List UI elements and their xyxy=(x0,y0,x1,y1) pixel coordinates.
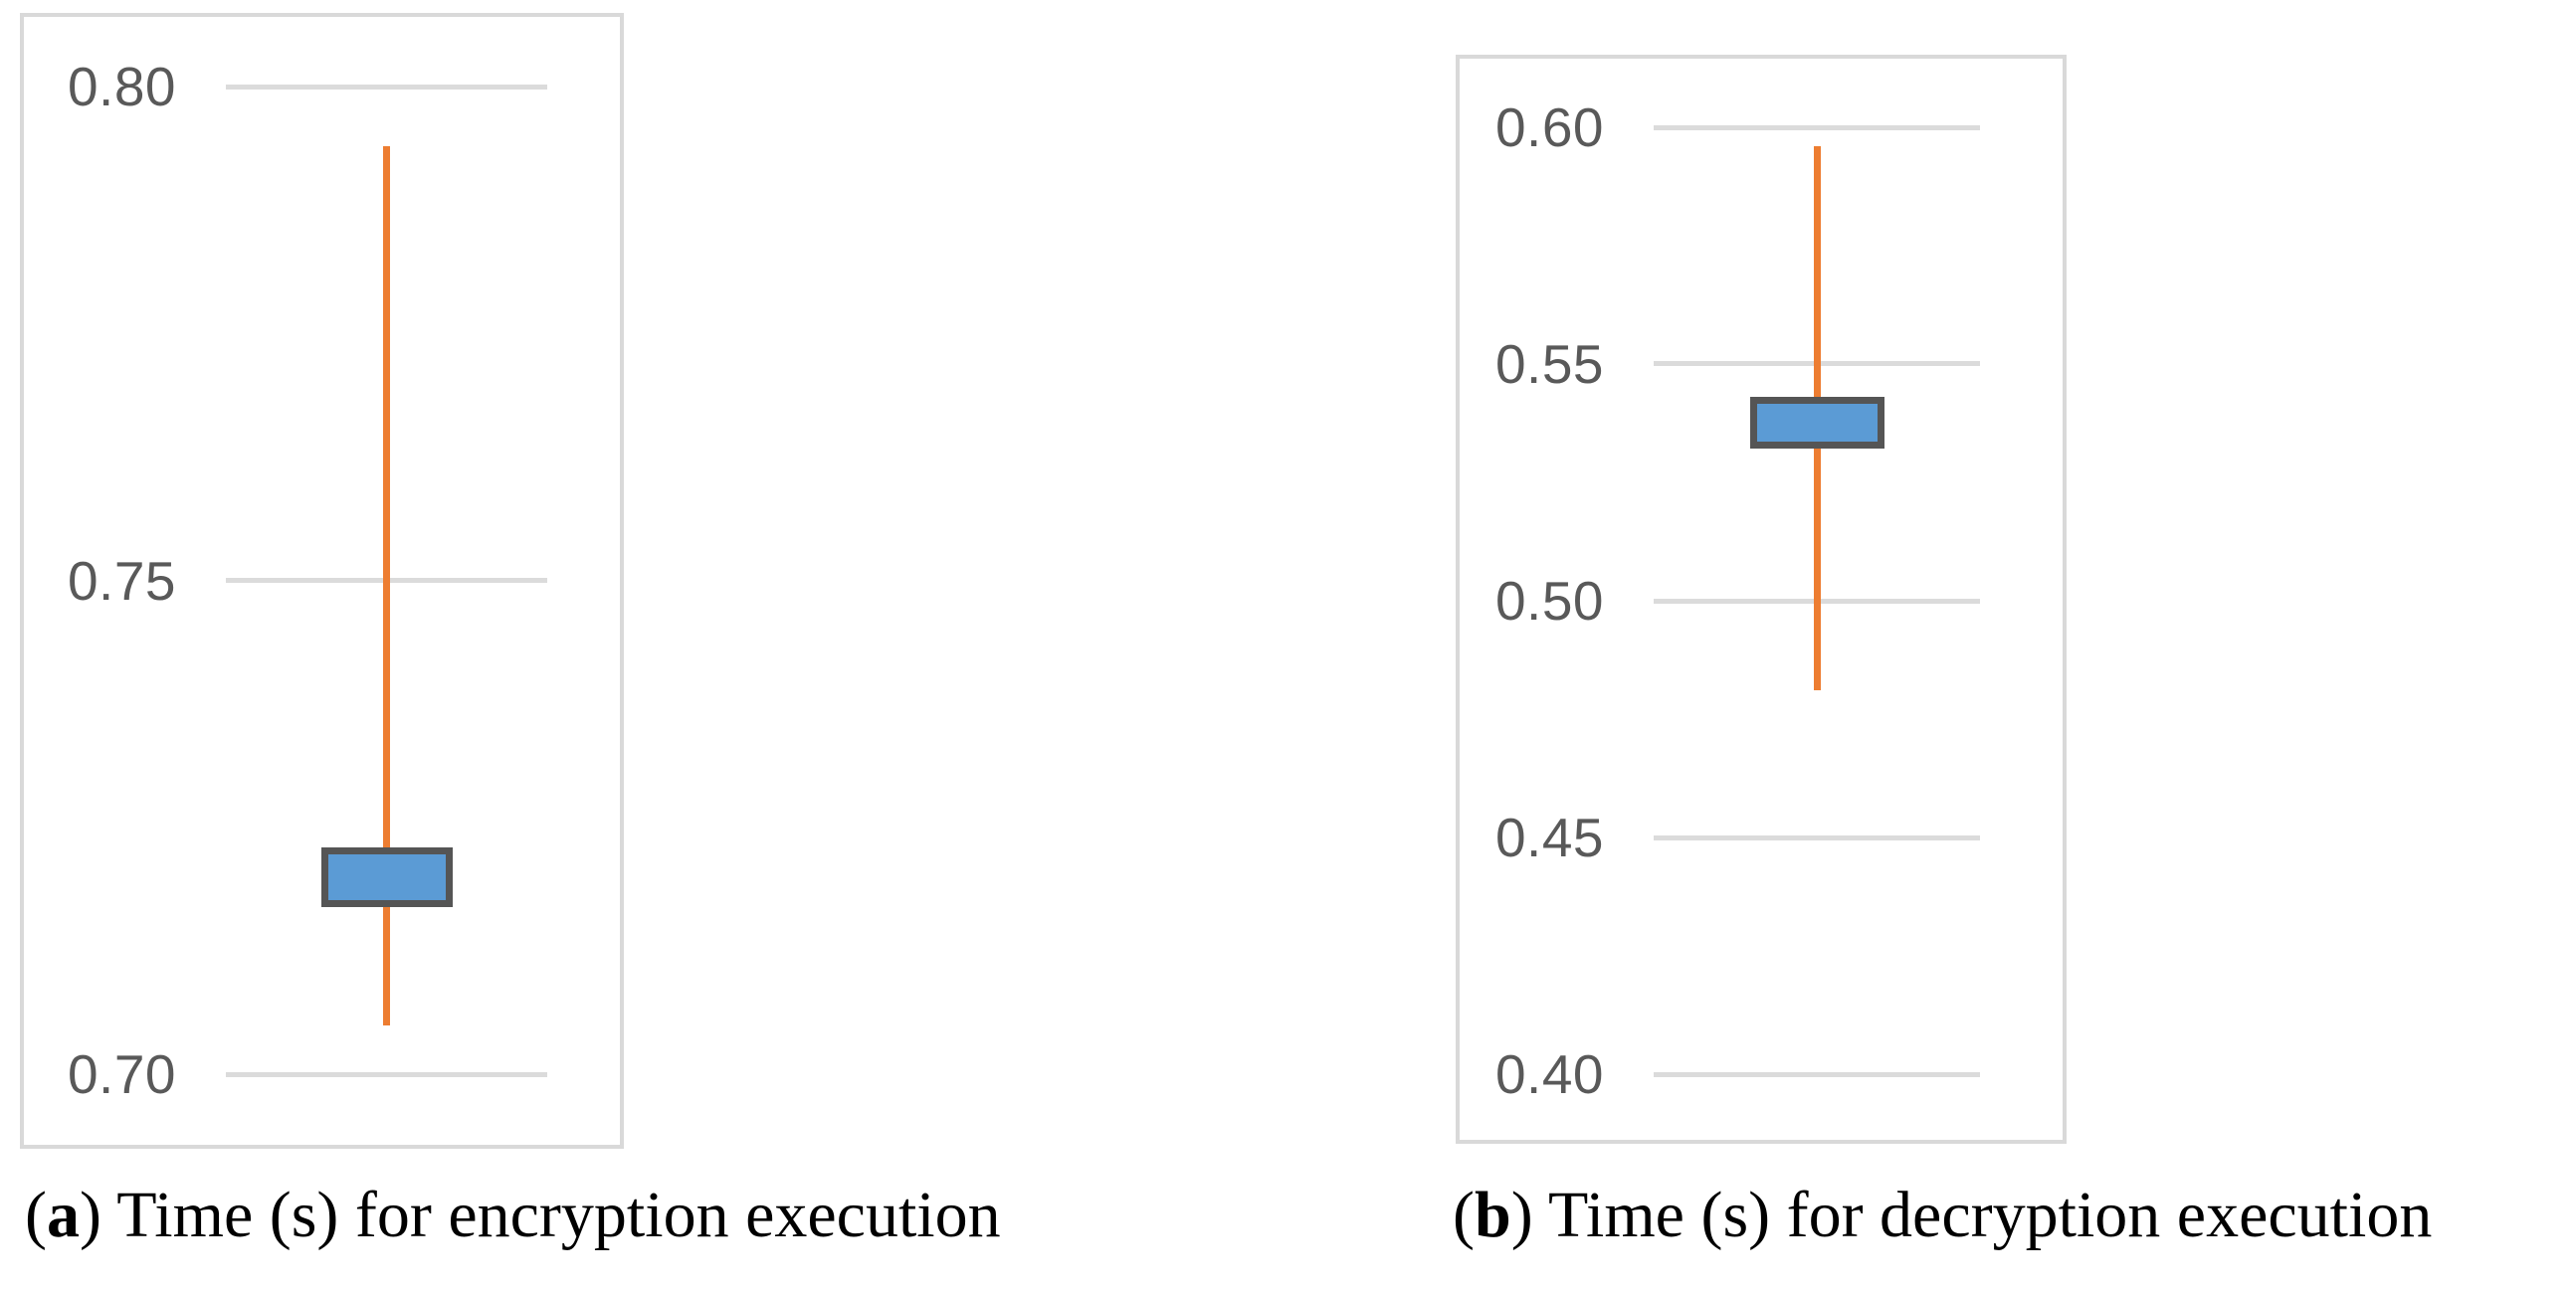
gridline-0.45 xyxy=(1654,835,1980,840)
caption-decryption: (b) Time (s) for decryption execution xyxy=(1453,1166,2432,1265)
box-body xyxy=(1750,397,1884,449)
y-tick-label-0.40: 0.40 xyxy=(1494,1043,1604,1105)
chart-panel-encryption: 0.80 0.75 0.70 xyxy=(20,13,624,1149)
caption-a-open-paren: ( xyxy=(25,1179,47,1251)
y-tick-label-0.60: 0.60 xyxy=(1494,96,1604,158)
chart-panel-decryption: 0.60 0.55 0.50 0.45 0.40 xyxy=(1456,55,2067,1144)
caption-b-close-paren: ) xyxy=(1510,1179,1533,1251)
whisker-line xyxy=(383,146,390,1025)
gridline-0.70 xyxy=(226,1072,547,1077)
caption-b-letter: b xyxy=(1474,1179,1511,1251)
caption-a-letter: a xyxy=(46,1179,80,1251)
caption-a-close-paren: ) xyxy=(79,1179,101,1251)
caption-a-text: Time (s) for encryption execution xyxy=(116,1179,1001,1251)
box-body xyxy=(321,847,453,907)
gridline-0.80 xyxy=(226,85,547,90)
y-tick-label-0.75: 0.75 xyxy=(67,550,176,612)
y-tick-label-0.80: 0.80 xyxy=(67,56,176,117)
y-tick-label-0.55: 0.55 xyxy=(1494,333,1604,395)
caption-b-text: Time (s) for decryption execution xyxy=(1548,1179,2433,1251)
y-tick-label-0.45: 0.45 xyxy=(1494,807,1604,868)
gridline-0.60 xyxy=(1654,125,1980,130)
y-tick-label-0.70: 0.70 xyxy=(67,1043,176,1105)
caption-encryption: (a) Time (s) for encryption execution xyxy=(25,1166,1001,1265)
y-tick-label-0.50: 0.50 xyxy=(1494,570,1604,632)
caption-b-open-paren: ( xyxy=(1453,1179,1475,1251)
gridline-0.40 xyxy=(1654,1072,1980,1077)
